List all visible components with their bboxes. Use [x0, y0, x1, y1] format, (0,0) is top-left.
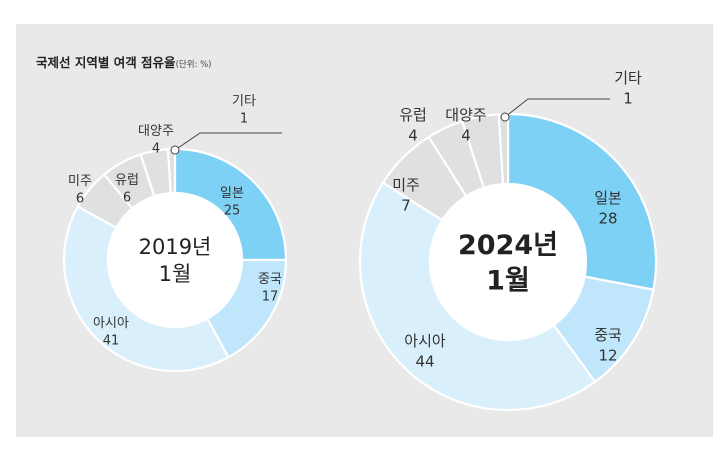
value-china: 17	[262, 290, 279, 305]
center-title-line-2: 1월	[486, 265, 530, 296]
value-oceania: 4	[152, 142, 160, 157]
label-japan: 일본	[220, 186, 244, 201]
label-other: 기타	[232, 94, 256, 109]
label-europe: 유럽	[115, 173, 139, 188]
label-americas: 미주	[392, 176, 420, 194]
value-japan: 25	[224, 204, 241, 219]
center-title-line-1: 2019년	[139, 235, 212, 259]
value-europe: 6	[123, 191, 131, 206]
callout-dot	[500, 112, 510, 122]
donut-2: 2024년 1월 일본 28 중국 12 아시아 44 미주 7 유럽 4 대양주 4 기타 1	[358, 69, 658, 412]
label-other: 기타	[614, 69, 642, 87]
value-japan: 28	[598, 209, 617, 227]
value-other: 1	[623, 89, 633, 107]
label-europe: 유럽	[399, 106, 427, 124]
value-europe: 4	[408, 126, 418, 144]
value-other: 1	[240, 112, 248, 127]
chart-title: 국제선 지역별 여객 점유율(단위: %)	[36, 52, 211, 71]
label-asia: 아시아	[404, 332, 446, 350]
donut-1: 2019년 1월 일본 25 중국 17 아시아 41 미주 6 유럽 6 대양주 4 기타 1	[62, 94, 288, 373]
donut-hole	[108, 193, 242, 327]
value-oceania: 4	[461, 126, 471, 144]
label-china: 중국	[258, 272, 282, 287]
value-china: 12	[598, 346, 617, 364]
label-asia: 아시아	[93, 316, 129, 331]
center-title-line-2: 1월	[159, 262, 192, 286]
chart-title-text: 국제선 지역별 여객 점유율	[36, 55, 176, 70]
chart-unit: (단위: %)	[175, 60, 212, 70]
value-americas: 7	[401, 196, 411, 214]
callout-dot	[170, 145, 180, 155]
callout-line	[174, 132, 282, 151]
value-asia: 44	[415, 352, 434, 370]
label-japan: 일본	[594, 189, 622, 207]
donut-hole	[430, 184, 586, 340]
callout-line	[504, 98, 610, 118]
label-oceania: 대양주	[138, 124, 174, 139]
center-title-line-1: 2024년	[458, 230, 558, 261]
label-americas: 미주	[68, 174, 92, 189]
value-americas: 6	[76, 192, 84, 207]
label-oceania: 대양주	[445, 106, 486, 124]
value-asia: 41	[103, 334, 120, 349]
label-china: 중국	[594, 326, 622, 344]
